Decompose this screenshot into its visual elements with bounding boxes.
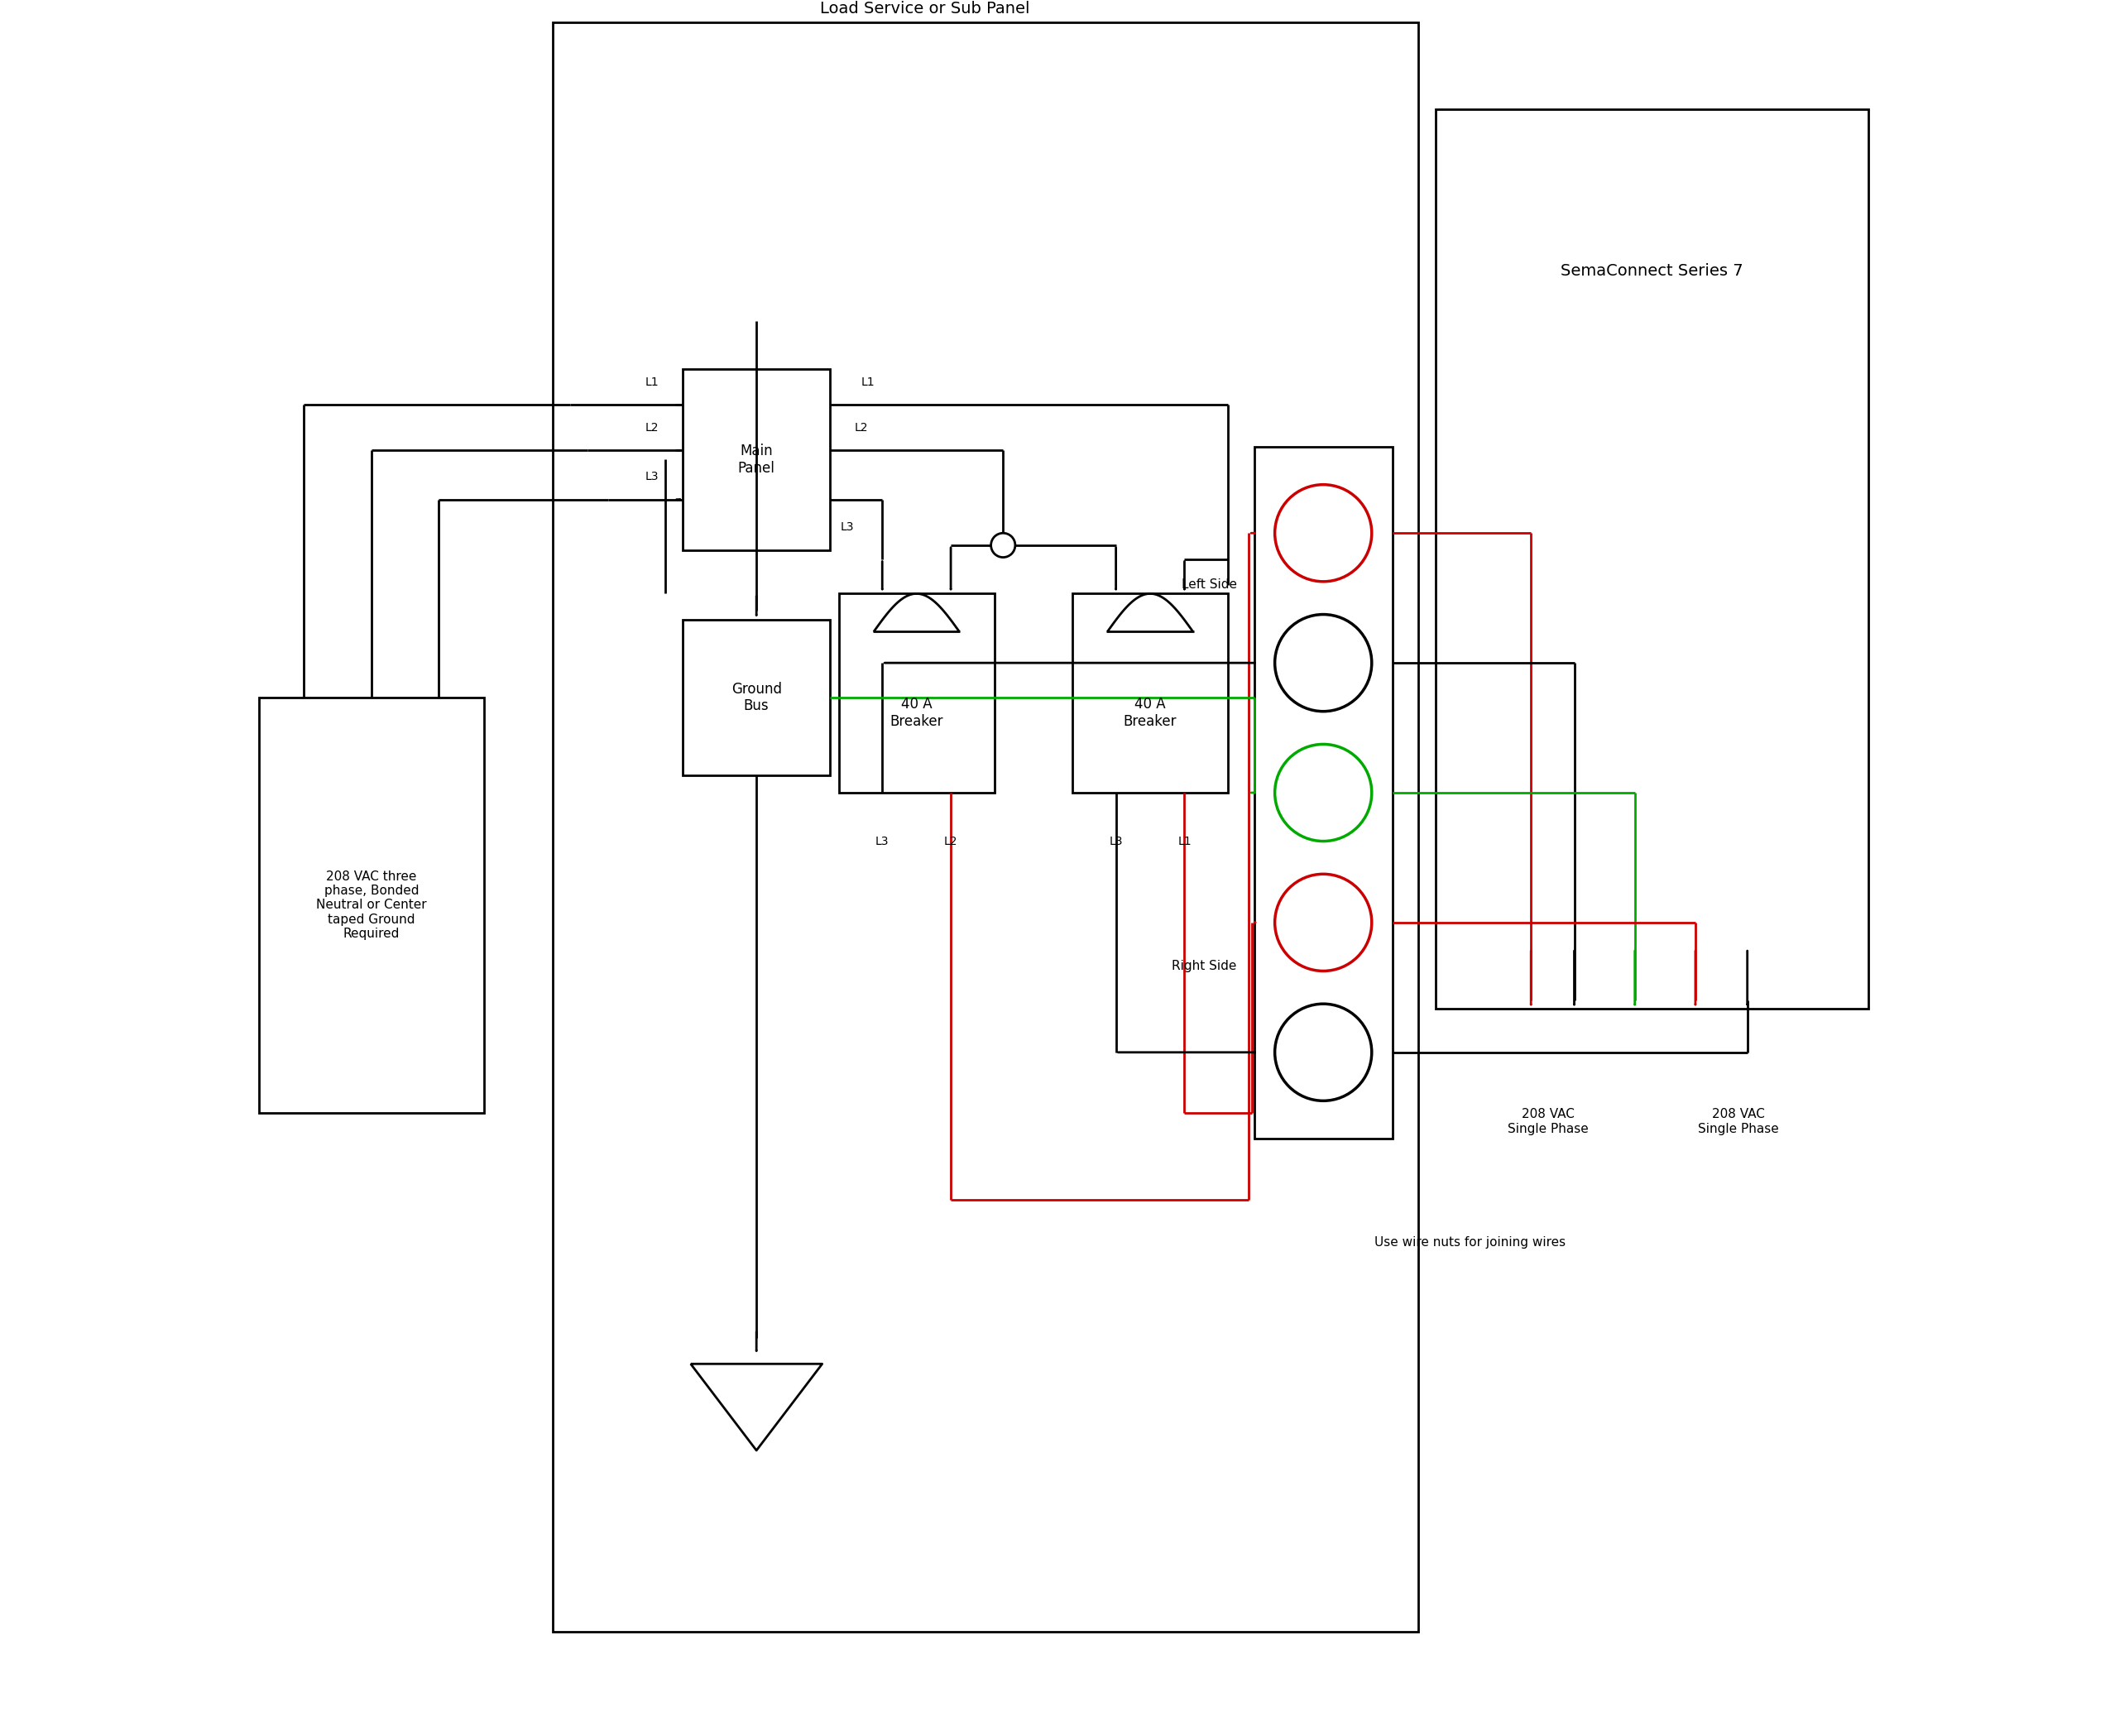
Text: L3: L3 bbox=[840, 521, 855, 533]
Text: Main
Panel: Main Panel bbox=[738, 443, 774, 476]
Text: L1: L1 bbox=[861, 377, 876, 389]
Circle shape bbox=[1274, 745, 1372, 842]
Circle shape bbox=[1274, 1003, 1372, 1101]
FancyBboxPatch shape bbox=[260, 698, 483, 1113]
Text: L1: L1 bbox=[1177, 835, 1192, 847]
FancyBboxPatch shape bbox=[1435, 109, 1869, 1009]
Text: L2: L2 bbox=[646, 422, 658, 434]
FancyBboxPatch shape bbox=[553, 23, 1418, 1632]
Text: L2: L2 bbox=[943, 835, 958, 847]
Text: 40 A
Breaker: 40 A Breaker bbox=[890, 698, 943, 729]
Text: SemaConnect Series 7: SemaConnect Series 7 bbox=[1561, 264, 1743, 279]
Text: L1: L1 bbox=[646, 377, 658, 389]
Text: L3: L3 bbox=[876, 835, 888, 847]
Circle shape bbox=[1274, 873, 1372, 970]
FancyBboxPatch shape bbox=[1072, 594, 1228, 793]
Text: Load Service or Sub Panel: Load Service or Sub Panel bbox=[821, 0, 1030, 17]
Text: Ground
Bus: Ground Bus bbox=[732, 682, 781, 713]
Text: 208 VAC three
phase, Bonded
Neutral or Center
taped Ground
Required: 208 VAC three phase, Bonded Neutral or C… bbox=[316, 870, 426, 941]
FancyBboxPatch shape bbox=[684, 620, 829, 776]
Circle shape bbox=[992, 533, 1015, 557]
Circle shape bbox=[1274, 615, 1372, 712]
Text: L3: L3 bbox=[1110, 835, 1123, 847]
Text: Use wire nuts for joining wires: Use wire nuts for joining wires bbox=[1376, 1236, 1566, 1248]
Text: 208 VAC
Single Phase: 208 VAC Single Phase bbox=[1699, 1108, 1779, 1135]
FancyBboxPatch shape bbox=[684, 368, 829, 550]
Text: L3: L3 bbox=[646, 470, 658, 483]
Circle shape bbox=[1274, 484, 1372, 582]
Text: 208 VAC
Single Phase: 208 VAC Single Phase bbox=[1509, 1108, 1589, 1135]
FancyBboxPatch shape bbox=[1253, 446, 1393, 1139]
Text: L2: L2 bbox=[855, 422, 867, 434]
Text: 40 A
Breaker: 40 A Breaker bbox=[1123, 698, 1177, 729]
Text: Left Side: Left Side bbox=[1182, 578, 1236, 592]
Text: Right Side: Right Side bbox=[1171, 960, 1236, 972]
FancyBboxPatch shape bbox=[838, 594, 994, 793]
